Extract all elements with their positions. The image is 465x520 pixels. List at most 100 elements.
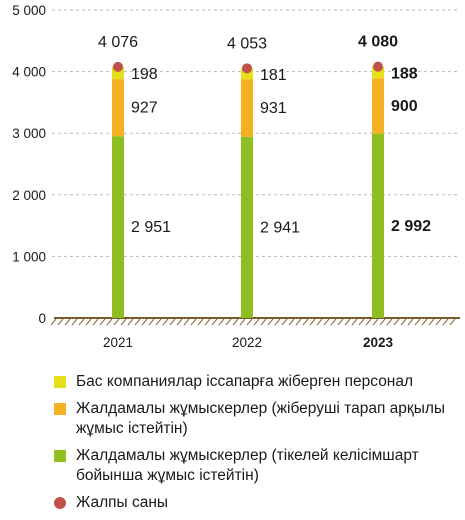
total-label: 4 080: [358, 34, 398, 51]
legend-swatch-seconded-staff: [54, 376, 66, 388]
baseline-hatch: [267, 318, 274, 326]
baseline-hatch: [449, 318, 456, 326]
baseline-hatch: [225, 318, 232, 326]
baseline-hatch: [197, 318, 204, 326]
baseline-hatch: [120, 318, 127, 326]
total-label: 4 076: [98, 34, 138, 51]
baseline-hatch: [78, 318, 85, 326]
baseline-hatch: [183, 318, 190, 326]
bar-segment: [112, 79, 124, 137]
baseline-hatch: [302, 318, 309, 326]
baseline-hatch: [253, 318, 260, 326]
total-marker: [373, 61, 383, 72]
baseline-hatch: [155, 318, 162, 326]
baseline-hatch: [344, 318, 351, 326]
total-marker: [242, 63, 252, 74]
legend-label-direct-contract-workers: Жалдамалы жұмыскерлер (тікелей келісімша…: [76, 447, 419, 484]
data-label: 2 992: [391, 218, 431, 235]
data-label: 900: [391, 98, 418, 115]
baseline-hatch: [162, 318, 169, 326]
baseline-hatch: [176, 318, 183, 326]
data-label: 931: [260, 100, 287, 117]
bar-segment: [372, 78, 384, 134]
data-label: 2 941: [260, 219, 300, 236]
baseline-hatch: [106, 318, 113, 326]
legend-swatch-agency-workers: [54, 403, 66, 415]
baseline-hatch: [64, 318, 71, 326]
baseline-hatch: [358, 318, 365, 326]
baseline-hatch: [414, 318, 421, 326]
baseline-hatch: [71, 318, 78, 326]
bar-segment: [241, 68, 253, 80]
baseline-hatch: [169, 318, 176, 326]
baseline-hatch: [323, 318, 330, 326]
baseline-hatch: [148, 318, 155, 326]
legend-label-agency-workers: Жалдамалы жұмыскерлер (жіберуші тарап ар…: [76, 400, 446, 437]
legend-item-agency-workers: Жалдамалы жұмыскерлер (жіберуші тарап ар…: [48, 399, 458, 439]
baseline-hatch: [239, 318, 246, 326]
bar-segment: [372, 66, 384, 79]
legend-item-seconded-staff: Бас компаниялар іссапарға жіберген персо…: [48, 372, 458, 392]
baseline-hatch: [127, 318, 134, 326]
baseline-hatch: [316, 318, 323, 326]
legend-item-total: Жалпы саны: [48, 493, 458, 513]
baseline-hatch: [211, 318, 218, 326]
y-tick-label: 4 000: [12, 65, 46, 80]
bar-segment: [372, 133, 384, 318]
data-label: 927: [131, 100, 158, 117]
bar-segment: [241, 136, 253, 318]
data-label: 181: [260, 67, 287, 84]
baseline-hatch: [246, 318, 253, 326]
baseline-hatch: [421, 318, 428, 326]
baseline-hatch: [190, 318, 197, 326]
total-label: 4 053: [227, 35, 267, 52]
legend-label-seconded-staff: Бас компаниялар іссапарға жіберген персо…: [76, 373, 414, 390]
baseline-hatch: [379, 318, 386, 326]
bar-segment: [241, 79, 253, 137]
baseline-hatch: [330, 318, 337, 326]
baseline-hatch: [218, 318, 225, 326]
y-tick-label: 5 000: [12, 3, 46, 18]
legend-item-direct-contract-workers: Жалдамалы жұмыскерлер (тікелей келісімша…: [48, 446, 458, 486]
baseline-hatch: [57, 318, 64, 326]
baseline-hatch: [442, 318, 449, 326]
baseline-hatch: [232, 318, 239, 326]
baseline-hatch: [113, 318, 120, 326]
baseline-hatch: [435, 318, 442, 326]
y-tick-label: 1 000: [12, 249, 46, 264]
data-label: 188: [391, 65, 418, 82]
baseline-hatch: [400, 318, 407, 326]
baseline-hatch: [288, 318, 295, 326]
baseline-hatch: [134, 318, 141, 326]
baseline-hatch: [372, 318, 379, 326]
baseline-hatch: [295, 318, 302, 326]
baseline-hatch: [407, 318, 414, 326]
legend: Бас компаниялар іссапарға жіберген персо…: [48, 372, 458, 520]
y-tick-label: 2 000: [12, 188, 46, 203]
x-tick-label: 2023: [363, 335, 394, 350]
baseline-hatch: [393, 318, 400, 326]
data-label: 2 951: [131, 219, 171, 236]
baseline-hatch: [141, 318, 148, 326]
baseline-hatch: [428, 318, 435, 326]
y-tick-label: 3 000: [12, 126, 46, 141]
baseline-hatch: [351, 318, 358, 326]
baseline-hatch: [99, 318, 106, 326]
baseline-hatch: [274, 318, 281, 326]
baseline-hatch: [281, 318, 288, 326]
baseline-hatch: [386, 318, 393, 326]
total-marker: [113, 61, 123, 72]
bar-segment: [112, 136, 124, 318]
baseline-hatch: [50, 318, 57, 326]
baseline-hatch: [204, 318, 211, 326]
baseline-hatch: [309, 318, 316, 326]
legend-swatch-total: [54, 497, 66, 509]
baseline-hatch: [337, 318, 344, 326]
stacked-bar-chart: 0 1 000 2 000 3 000 4 000 5 000 2 951 927 198 4 0…: [12, 3, 460, 350]
baseline-hatch: [92, 318, 99, 326]
baseline-hatch: [260, 318, 267, 326]
data-label: 198: [131, 66, 158, 83]
x-tick-label: 2021: [103, 335, 133, 350]
legend-label-total: Жалпы саны: [76, 494, 169, 511]
x-tick-label: 2022: [232, 335, 262, 350]
